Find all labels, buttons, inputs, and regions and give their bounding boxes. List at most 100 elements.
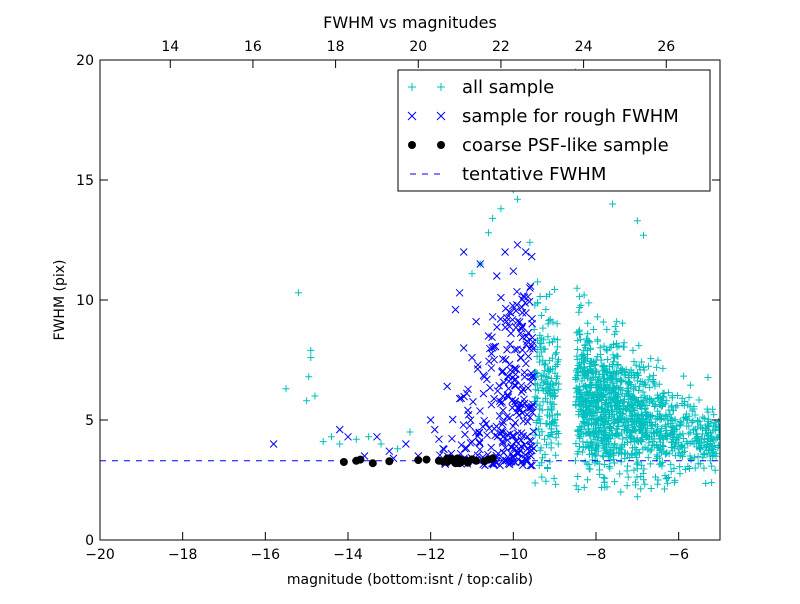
rough-fwhm-point — [513, 404, 522, 412]
rough-fwhm-point — [469, 397, 477, 406]
all-sample-point — [584, 319, 592, 327]
all-sample-point — [705, 447, 713, 455]
all-sample-point — [691, 453, 699, 461]
all-sample-point — [588, 397, 596, 405]
all-sample-point — [585, 299, 593, 307]
all-sample-point — [604, 407, 612, 415]
all-sample-point — [608, 430, 616, 438]
all-sample-point — [638, 461, 646, 469]
rough-fwhm-point — [522, 455, 530, 464]
all-sample-point — [620, 398, 628, 406]
psf-like-point — [414, 456, 423, 465]
all-sample-point — [598, 437, 606, 445]
rough-fwhm-point — [503, 430, 512, 439]
rough-fwhm-point — [518, 333, 527, 342]
all-sample-point — [635, 363, 643, 371]
all-sample-point — [632, 361, 640, 369]
all-sample-point — [700, 414, 708, 422]
all-sample-point — [676, 463, 684, 471]
all-sample-point — [650, 442, 658, 450]
rough-fwhm-point — [521, 248, 530, 256]
all-sample-point — [628, 415, 636, 423]
all-sample-point — [633, 217, 641, 225]
rough-fwhm-point — [507, 443, 516, 452]
all-sample-point — [592, 403, 600, 411]
rough-fwhm-point — [509, 432, 517, 441]
rough-fwhm-point — [523, 417, 532, 426]
rough-fwhm-point — [520, 373, 529, 381]
all-sample-point — [609, 379, 617, 387]
all-sample-point — [614, 425, 622, 433]
all-sample-point — [591, 399, 599, 407]
all-sample-point — [599, 404, 607, 412]
all-sample-point — [659, 364, 667, 372]
all-sample-point — [632, 427, 640, 435]
all-sample-point — [581, 367, 589, 375]
all-sample-point — [621, 440, 629, 448]
all-sample-point — [595, 429, 603, 437]
all-sample-point — [609, 372, 617, 380]
rough-fwhm-point — [269, 440, 278, 448]
all-sample-point — [665, 406, 673, 414]
rough-fwhm-point — [529, 427, 538, 436]
rough-fwhm-point — [526, 282, 535, 291]
rough-fwhm-point — [501, 355, 510, 364]
rough-fwhm-point — [373, 432, 381, 441]
all-sample-point — [697, 446, 705, 454]
all-sample-point — [584, 330, 592, 338]
all-sample-point — [640, 231, 648, 239]
rough-fwhm-point — [517, 388, 526, 396]
all-sample-point — [710, 422, 718, 430]
all-sample-point — [603, 381, 611, 389]
all-sample-point — [688, 418, 696, 426]
all-sample-point — [604, 356, 612, 364]
all-sample-point — [534, 299, 542, 307]
rough-fwhm-point — [520, 399, 529, 408]
all-sample-point — [546, 383, 554, 391]
rough-fwhm-point — [490, 394, 498, 403]
all-sample-point — [539, 398, 547, 406]
all-sample-point — [682, 413, 690, 421]
legend: all sample sample for rough FWHM coarse PS… — [397, 69, 711, 192]
all-sample-point — [653, 363, 661, 371]
all-sample-point — [541, 435, 549, 443]
rough-fwhm-point — [487, 364, 496, 372]
all-sample-point — [599, 453, 607, 461]
all-sample-point — [531, 479, 539, 487]
all-sample-point — [691, 411, 699, 419]
all-sample-point — [628, 451, 636, 459]
rough-fwhm-point — [528, 402, 536, 411]
rough-fwhm-point — [503, 412, 511, 421]
all-sample-point — [607, 443, 615, 451]
rough-fwhm-point — [524, 352, 533, 361]
rough-fwhm-point — [526, 461, 535, 470]
all-sample-point — [695, 445, 703, 453]
all-sample-point — [636, 366, 644, 374]
all-sample-point — [574, 486, 582, 494]
all-sample-point — [554, 385, 562, 393]
all-sample-point — [603, 399, 611, 407]
rough-fwhm-point — [528, 408, 537, 417]
rough-fwhm-point — [478, 422, 487, 431]
top-tick-label: 16 — [244, 39, 262, 55]
all-sample-point — [596, 427, 604, 435]
legend-label: all sample — [462, 77, 554, 98]
all-sample-point — [631, 437, 639, 445]
all-sample-point — [641, 443, 649, 451]
rough-fwhm-point — [518, 322, 526, 331]
all-sample-point — [596, 344, 604, 352]
all-sample-point — [646, 373, 654, 381]
all-sample-point — [699, 454, 707, 462]
all-sample-point — [600, 444, 608, 452]
rough-fwhm-point — [493, 323, 501, 331]
all-sample-point — [575, 393, 583, 401]
all-sample-point — [659, 389, 667, 397]
all-sample-point — [702, 479, 710, 487]
all-sample-point — [575, 360, 583, 368]
all-sample-point — [513, 195, 521, 203]
all-sample-point — [634, 448, 642, 456]
all-sample-point — [607, 343, 615, 351]
all-sample-point — [677, 421, 685, 429]
all-sample-point — [644, 362, 652, 370]
all-sample-point — [542, 373, 550, 381]
